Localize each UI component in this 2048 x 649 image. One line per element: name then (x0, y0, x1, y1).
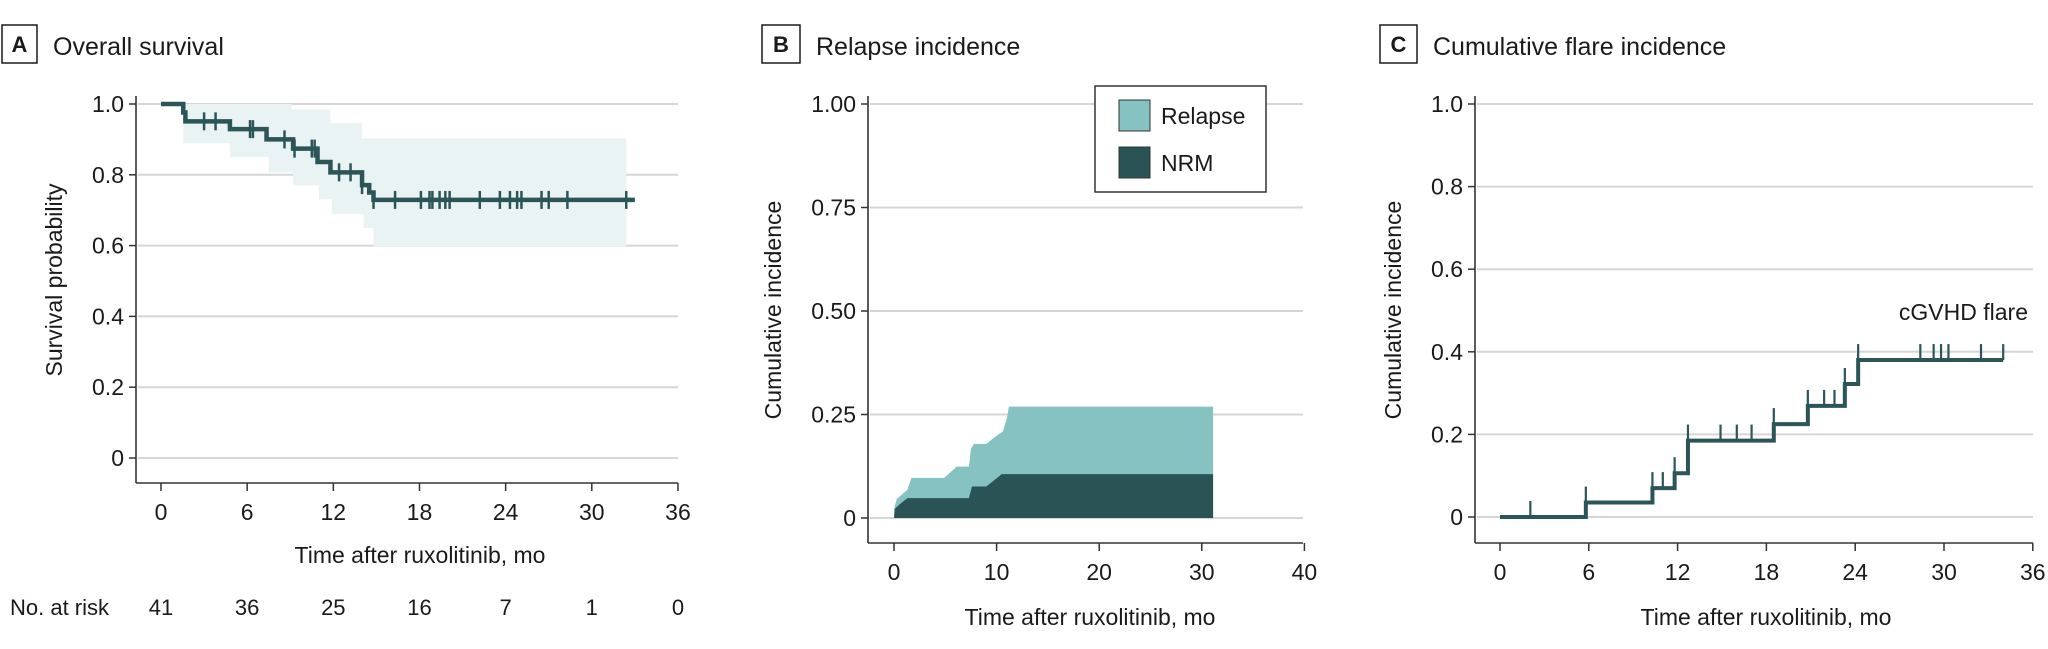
panel-a-x-axis-title: Time after ruxolitinib, mo (295, 542, 546, 568)
y-tick-label: 0 (1450, 504, 1463, 530)
x-tick-label: 6 (1582, 559, 1595, 585)
y-tick-label: 0.25 (811, 402, 856, 428)
x-tick-label: 18 (1754, 559, 1780, 585)
x-tick-label: 10 (984, 559, 1010, 585)
panel-a: A Overall survival 00.20.40.60.81.0 0 6 12… (1, 24, 691, 620)
flare-line (1500, 358, 2004, 519)
panel-b-y-ticks: 0 0.25 0.50 0.75 1.00 (811, 91, 868, 531)
panel-a-title: Overall survival (53, 33, 224, 61)
x-tick-label: 6 (241, 499, 254, 525)
panel-c-y-ticks: 0 0.2 0.4 0.6 0.8 1.0 (1431, 91, 1475, 530)
legend-swatch-relapse (1118, 99, 1151, 132)
panel-b-letter-box (761, 24, 801, 64)
panel-b-areas (894, 406, 1214, 518)
panel-b-y-axis-title: Cumulative incidence (760, 201, 786, 420)
legend-label-relapse: Relapse (1161, 103, 1245, 129)
x-tick-label: 20 (1086, 559, 1112, 585)
number-at-risk-row: 41 36 25 16 7 1 0 (149, 595, 684, 620)
x-tick-label: 24 (493, 499, 519, 525)
at-risk-value: 1 (586, 595, 598, 620)
x-tick-label: 0 (888, 559, 901, 585)
panel-b-x-axis-title: Time after ruxolitinib, mo (965, 604, 1216, 630)
at-risk-value: 25 (321, 595, 345, 620)
y-tick-label: 1.0 (92, 91, 124, 117)
y-tick-label: 0 (843, 505, 856, 531)
at-risk-value: 36 (235, 595, 259, 620)
x-tick-label: 24 (1842, 559, 1868, 585)
panel-c-gridlines (1477, 103, 2033, 518)
x-tick-label: 30 (579, 499, 605, 525)
panel-a-letter: A (12, 32, 28, 57)
panel-b-legend: Relapse NRM (1094, 85, 1267, 193)
survival-line (161, 101, 635, 203)
y-tick-label: 0 (111, 445, 124, 471)
y-tick-label: 0.4 (92, 303, 124, 329)
number-at-risk-label: No. at risk (10, 595, 110, 620)
panel-a-letter-box (1, 24, 38, 64)
y-tick-label: 0.2 (92, 374, 124, 400)
panel-c: C Cumulative flare incidence 00.20.40.60… (1379, 24, 2046, 630)
x-tick-label: 30 (1931, 559, 1957, 585)
y-tick-label: 1.00 (811, 91, 856, 117)
y-tick-label: 0.2 (1431, 421, 1463, 447)
at-risk-value: 7 (500, 595, 512, 620)
panel-b: B Relapse incidence 0 0.25 0.50 0.75 1.00 0 1… (760, 24, 1318, 630)
y-tick-label: 0.6 (92, 233, 124, 259)
panel-c-x-ticks: 0 6 12 18 24 30 36 (1494, 543, 2046, 585)
y-tick-label: 1.0 (1431, 91, 1463, 117)
y-tick-label: 0.8 (92, 162, 124, 188)
x-tick-label: 12 (321, 499, 347, 525)
panel-c-letter: C (1391, 32, 1407, 57)
y-tick-label: 0.75 (811, 195, 856, 221)
nrm-area (894, 474, 1214, 518)
panel-c-letter-box (1379, 24, 1418, 64)
y-tick-label: 0.8 (1431, 174, 1463, 200)
x-tick-label: 40 (1292, 559, 1318, 585)
legend-swatch-nrm (1118, 146, 1151, 179)
panel-a-survival-curve (161, 101, 635, 209)
legend-label-nrm: NRM (1161, 150, 1213, 176)
x-tick-label: 12 (1665, 559, 1691, 585)
panel-c-x-axis-title: Time after ruxolitinib, mo (1641, 604, 1892, 630)
x-tick-label: 36 (2020, 559, 2046, 585)
panel-b-letter: B (773, 32, 789, 57)
at-risk-value: 16 (407, 595, 431, 620)
panel-c-flare-curve (1500, 344, 2005, 519)
cgvhd-flare-label: cGVHD flare (1899, 299, 2028, 325)
panel-b-title: Relapse incidence (816, 33, 1020, 61)
panel-b-x-ticks: 0 10 20 30 40 (888, 543, 1318, 585)
x-tick-label: 30 (1189, 559, 1215, 585)
panel-a-y-ticks: 0 0.2 0.4 0.6 0.8 1.0 (92, 91, 136, 471)
at-risk-value: 41 (149, 595, 173, 620)
y-tick-label: 0.6 (1431, 256, 1463, 282)
panel-a-y-axis-title: Survival probability (41, 183, 67, 377)
at-risk-value: 0 (672, 595, 684, 620)
y-tick-label: 0.4 (1431, 339, 1463, 365)
panel-a-x-ticks: 0 6 12 18 24 30 36 (155, 483, 691, 525)
x-tick-label: 18 (407, 499, 433, 525)
y-tick-label: 0.50 (811, 298, 856, 324)
x-tick-label: 0 (155, 499, 168, 525)
x-tick-label: 36 (665, 499, 691, 525)
x-tick-label: 0 (1494, 559, 1507, 585)
panel-c-y-axis-title: Cumulative incidence (1380, 201, 1406, 420)
panel-c-title: Cumulative flare incidence (1433, 33, 1726, 61)
